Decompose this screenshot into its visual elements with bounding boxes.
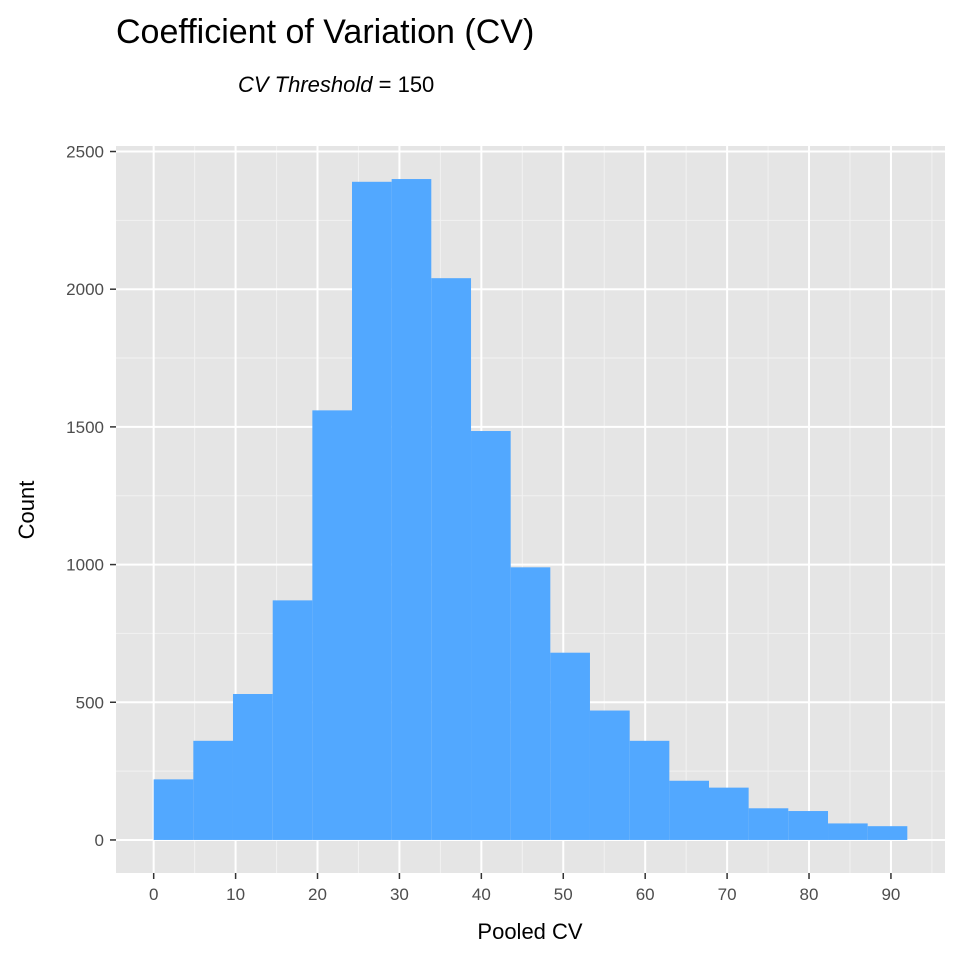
histogram-bar-6 (391, 179, 432, 840)
x-tick-label-7: 70 (718, 885, 737, 904)
y-axis-title: Count (14, 481, 39, 540)
x-tick-label-2: 20 (308, 885, 327, 904)
histogram-bar-8 (471, 431, 511, 840)
histogram-bar-11 (589, 710, 630, 840)
x-tick-label-9: 90 (881, 885, 900, 904)
subtitle-threshold-value: = 150 (373, 72, 435, 97)
histogram-bar-5 (352, 181, 392, 840)
chart-title: Coefficient of Variation (CV) (116, 13, 534, 51)
histogram-bar-9 (510, 567, 551, 840)
x-tick-label-4: 40 (472, 885, 491, 904)
x-tick-label-8: 80 (800, 885, 819, 904)
y-tick-label-3: 1500 (66, 418, 104, 437)
x-tick-label-0: 0 (149, 885, 158, 904)
y-tick-label-0: 0 (95, 831, 104, 850)
histogram-bar-17 (828, 823, 868, 840)
bars (153, 179, 908, 840)
histogram-bar-1 (193, 740, 233, 840)
histogram-bar-15 (748, 808, 789, 840)
subtitle-threshold-label: CV Threshold (238, 72, 373, 97)
histogram-bar-10 (550, 652, 590, 840)
histogram-bar-7 (431, 278, 472, 840)
x-tick-label-5: 50 (554, 885, 573, 904)
y-tick-label-5: 2500 (66, 143, 104, 162)
y-tick-label-2: 1000 (66, 556, 104, 575)
x-axis: 0 10 20 30 40 50 60 70 80 90 (149, 873, 900, 904)
histogram-bar-0 (153, 779, 194, 840)
histogram-bar-3 (272, 600, 313, 840)
x-tick-label-1: 10 (226, 885, 245, 904)
histogram-bar-18 (867, 826, 908, 840)
histogram-bar-2 (232, 694, 273, 840)
histogram-bar-4 (312, 410, 353, 840)
x-tick-label-6: 60 (636, 885, 655, 904)
histogram-bar-14 (708, 787, 749, 840)
x-axis-title: Pooled CV (477, 919, 583, 944)
x-tick-label-3: 30 (390, 885, 409, 904)
histogram-bar-12 (629, 740, 670, 840)
histogram-bar-16 (788, 811, 829, 840)
y-tick-label-1: 500 (76, 693, 104, 712)
y-tick-label-4: 2000 (66, 280, 104, 299)
histogram-bar-13 (669, 780, 709, 840)
chart-subtitle: CV Threshold = 150 (238, 72, 434, 97)
y-axis: 0 500 1000 1500 2000 2500 (66, 143, 116, 850)
